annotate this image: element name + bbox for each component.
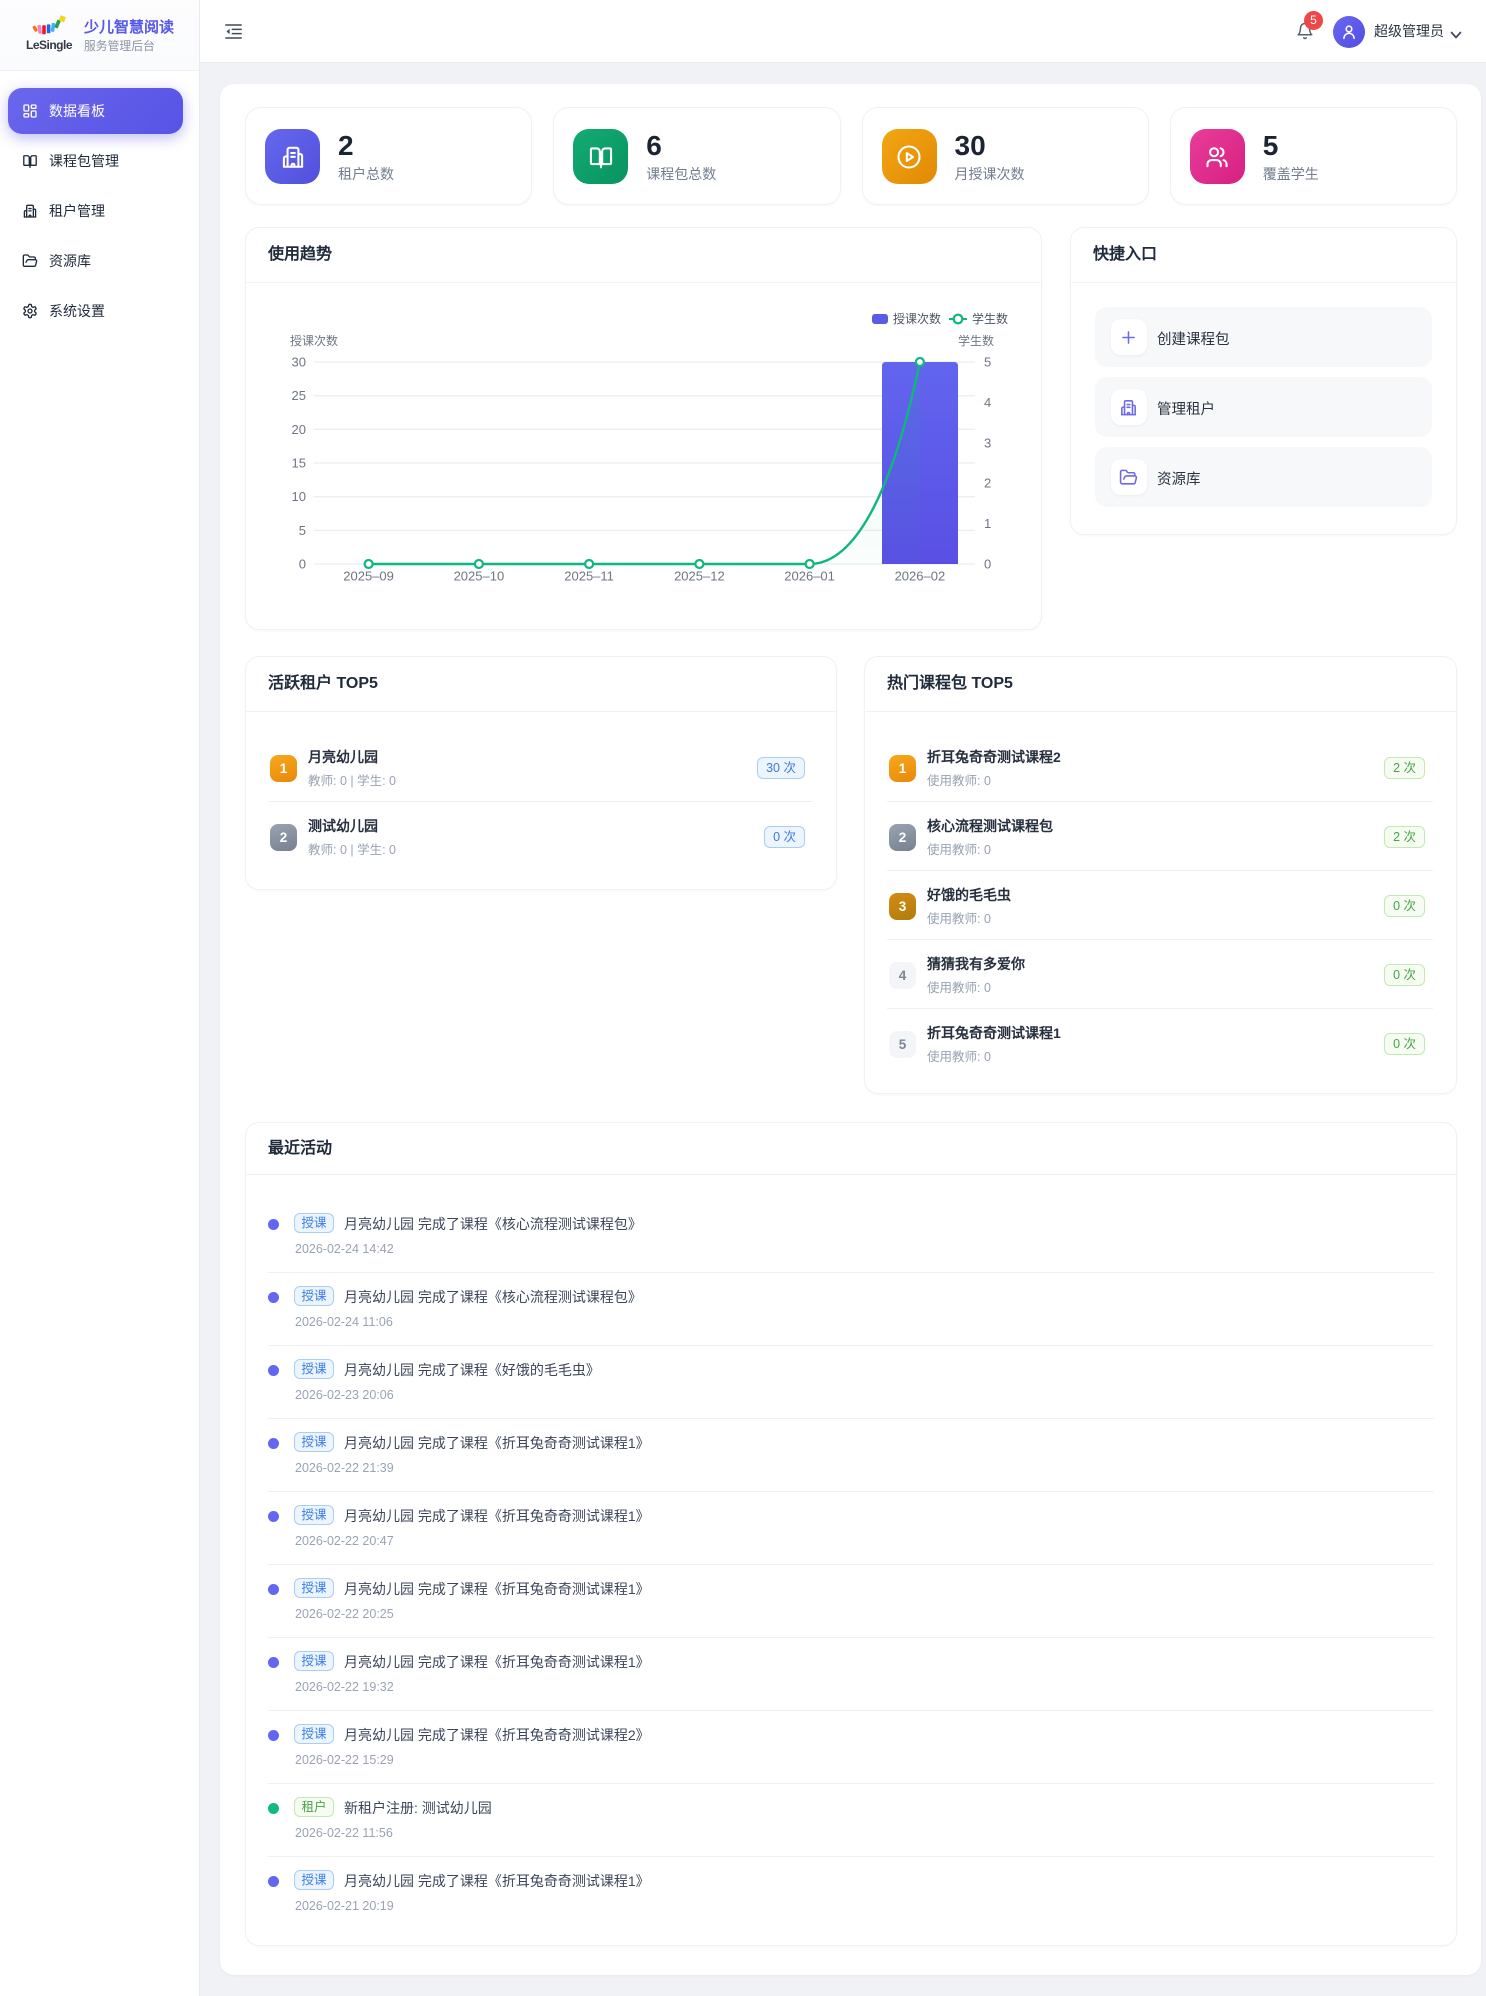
svg-text:学生数: 学生数 [972, 311, 1008, 326]
svg-text:2025–11: 2025–11 [564, 569, 614, 584]
svg-text:3: 3 [984, 435, 991, 450]
svg-text:25: 25 [292, 388, 306, 403]
svg-text:1: 1 [984, 516, 991, 531]
svg-text:2026–02: 2026–02 [895, 569, 946, 584]
svg-text:0: 0 [299, 557, 306, 572]
svg-text:10: 10 [292, 489, 306, 504]
svg-text:15: 15 [292, 456, 306, 471]
svg-text:2: 2 [984, 476, 991, 491]
svg-text:学生数: 学生数 [958, 333, 994, 348]
svg-text:2026–01: 2026–01 [784, 569, 835, 584]
svg-text:0: 0 [984, 557, 991, 572]
svg-text:5: 5 [984, 355, 991, 370]
svg-text:2025–09: 2025–09 [343, 569, 394, 584]
svg-text:2025–12: 2025–12 [674, 569, 725, 584]
svg-text:授课次数: 授课次数 [893, 311, 941, 326]
svg-text:20: 20 [292, 422, 306, 437]
svg-text:2025–10: 2025–10 [454, 569, 505, 584]
svg-text:授课次数: 授课次数 [290, 333, 338, 348]
svg-text:5: 5 [299, 523, 306, 538]
svg-text:4: 4 [984, 395, 991, 410]
svg-text:30: 30 [292, 355, 306, 370]
